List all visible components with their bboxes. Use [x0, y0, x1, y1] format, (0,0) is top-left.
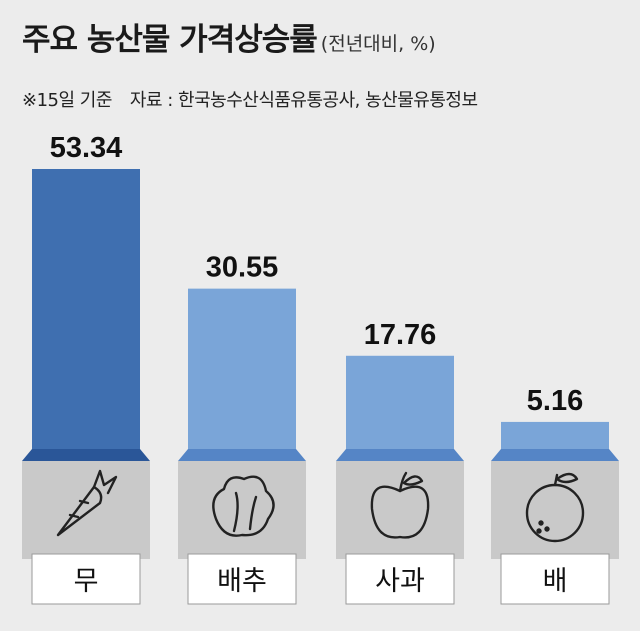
category-label-box	[345, 553, 455, 605]
category-label-box	[500, 553, 610, 605]
bar-group: 30.55 배추	[178, 252, 306, 605]
carrot-icon	[56, 469, 118, 537]
category-label: 사과	[375, 566, 425, 597]
icon-box	[22, 461, 150, 559]
category-label: 배	[543, 566, 568, 597]
bar-value-label: 5.16	[527, 385, 583, 417]
icon-box	[336, 461, 464, 559]
category-label: 배추	[217, 566, 267, 597]
bar-base	[336, 449, 464, 461]
bar	[346, 355, 454, 449]
category-label: 무	[74, 566, 99, 597]
cabbage-icon	[212, 475, 275, 537]
bar-value-label: 53.34	[50, 132, 123, 164]
bar-group: 53.34 무	[22, 132, 150, 605]
bar-value-label: 17.76	[364, 319, 437, 351]
chart-title-text: 주요 농산물 가격상승률	[22, 22, 318, 58]
bar-base	[178, 449, 306, 461]
bar-base	[22, 449, 150, 461]
bar-value-label: 30.55	[206, 252, 279, 284]
icon-box	[178, 461, 306, 559]
bar	[32, 169, 140, 449]
bar-group: 17.76 사과	[336, 319, 464, 605]
source-note: 자료 : 한국농수산식품유통공사, 농산물유통정보	[129, 90, 478, 111]
chart-title: 주요 농산물 가격상승률 (전년대비, %)	[22, 14, 436, 59]
pear-icon	[525, 472, 585, 543]
bar-group: 5.16 배	[491, 385, 619, 605]
bar-base	[491, 449, 619, 461]
category-label-box	[31, 553, 141, 605]
apple-icon	[370, 471, 430, 539]
chart-unit: (전년대비, %)	[320, 33, 436, 55]
date-note: ※15일 기준	[22, 90, 112, 111]
bar	[501, 421, 609, 449]
icon-box	[491, 461, 619, 559]
chart-note: ※15일 기준 자료 : 한국농수산식품유통공사, 농산물유통정보	[22, 86, 478, 112]
category-label-box	[187, 553, 297, 605]
bar	[188, 288, 296, 449]
